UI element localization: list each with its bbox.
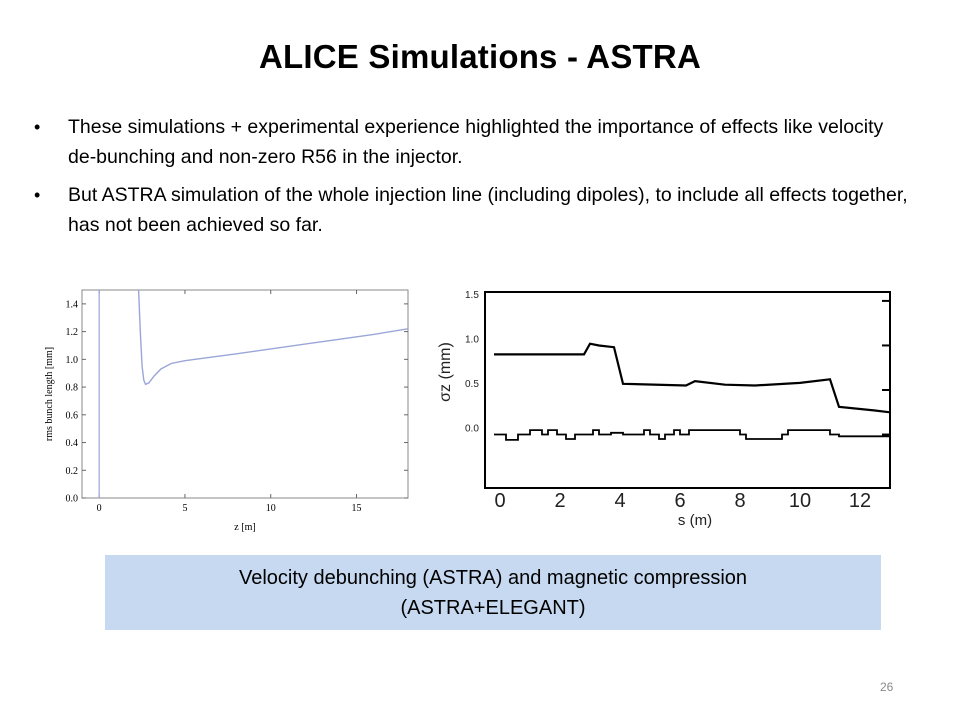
y-tick-label: 1.0: [465, 334, 479, 345]
caption-text: Velocity debunching (ASTRA) and magnetic…: [238, 566, 748, 619]
slide-title: ALICE Simulations - ASTRA: [259, 38, 701, 75]
astra-bunch-length-chart: 0.0 0.2 0.4 0.6 0.8 1.0 1.2 1.4 0 5 10 15 z [m] rm…: [44, 289, 409, 533]
y-tick-label: 0.2: [66, 466, 79, 477]
y-tick-label: 0.0: [66, 494, 79, 505]
x-axis-label: s (m): [678, 512, 712, 529]
series-line: [494, 429, 890, 441]
bullet-item: • These simulations + experimental exper…: [32, 112, 912, 172]
y-axis-label: σz (mm): [437, 342, 454, 402]
x-tick-label: 4: [614, 490, 625, 512]
x-tick-label: 2: [554, 490, 565, 512]
y-tick-label: 0.8: [66, 383, 79, 394]
y-tick-label: 0.5: [465, 379, 479, 390]
bullet-list: • These simulations + experimental exper…: [32, 112, 912, 248]
bullet-dot-icon: •: [34, 117, 41, 137]
caption-box: Velocity debunching (ASTRA) and magnetic…: [105, 555, 881, 630]
x-tick-label: 10: [789, 490, 811, 512]
y-tick-label: 0.4: [66, 438, 79, 449]
bullet-text: But ASTRA simulation of the whole inject…: [68, 184, 908, 236]
x-axis-label: z [m]: [234, 522, 255, 533]
y-axis-label: rms bunch length [mm]: [44, 347, 55, 441]
y-tick-label: 0.6: [66, 410, 79, 421]
series-line: [137, 289, 409, 386]
elegant-sigma-z-chart: 0.0 0.5 1.0 1.5 0 2 4 6 8 10 12 s (m) σz (mm): [437, 290, 891, 529]
x-tick-label: 15: [352, 503, 362, 514]
series-line: [494, 342, 891, 414]
x-tick-label: 5: [182, 503, 187, 514]
bullet-text: These simulations + experimental experie…: [68, 116, 884, 168]
x-tick-label: 8: [734, 490, 745, 512]
y-tick-label: 0.0: [465, 424, 479, 435]
x-tick-label: 10: [266, 503, 276, 514]
plot-frame: [81, 289, 409, 499]
y-tick-label: 1.0: [66, 355, 79, 366]
page-number: 26: [880, 680, 894, 694]
x-tick-label: 0: [494, 490, 505, 512]
y-tick-label: 1.2: [66, 327, 79, 338]
x-tick-label: 0: [97, 503, 102, 514]
y-tick-label: 1.4: [66, 299, 79, 310]
x-tick-label: 12: [849, 490, 871, 512]
y-tick-label: 1.5: [465, 290, 479, 301]
x-tick-label: 6: [674, 490, 685, 512]
plot-frame: [484, 291, 891, 489]
bullet-dot-icon: •: [34, 185, 41, 205]
bullet-item: • But ASTRA simulation of the whole inje…: [32, 180, 912, 240]
